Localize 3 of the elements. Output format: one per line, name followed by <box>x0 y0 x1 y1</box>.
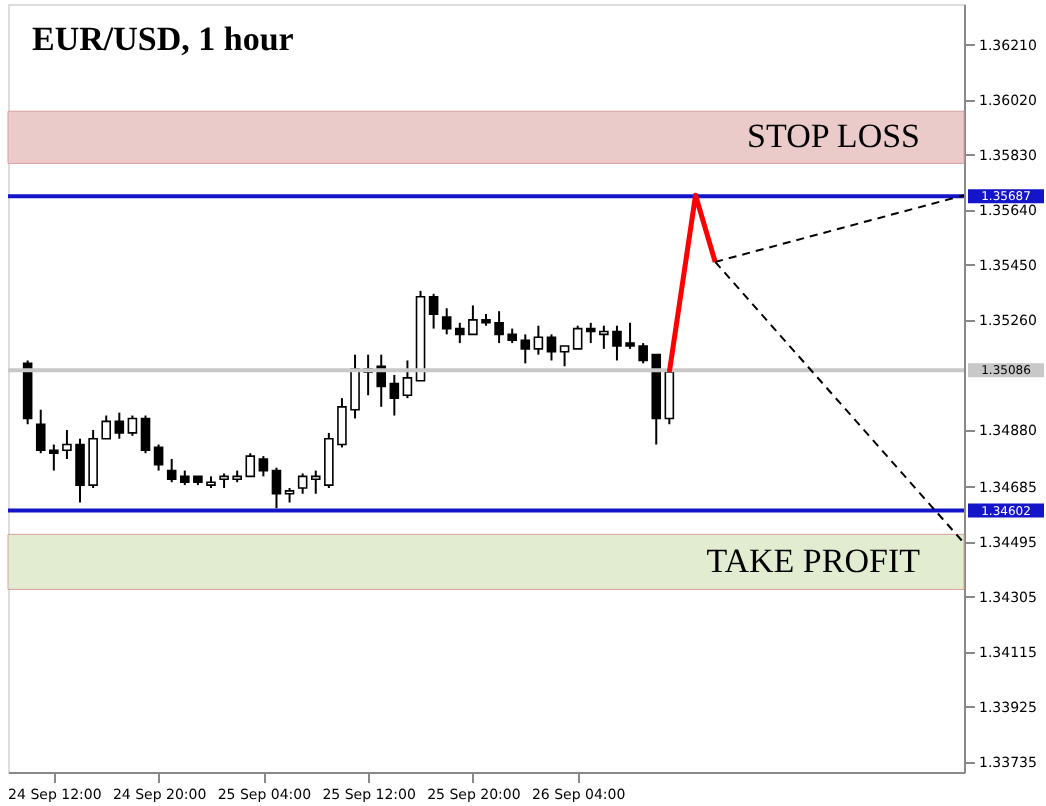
band-label: STOP LOSS <box>747 117 920 156</box>
text: EUR/USD, 1 hour <box>32 20 295 58</box>
band-label: TAKE PROFIT <box>706 541 922 580</box>
